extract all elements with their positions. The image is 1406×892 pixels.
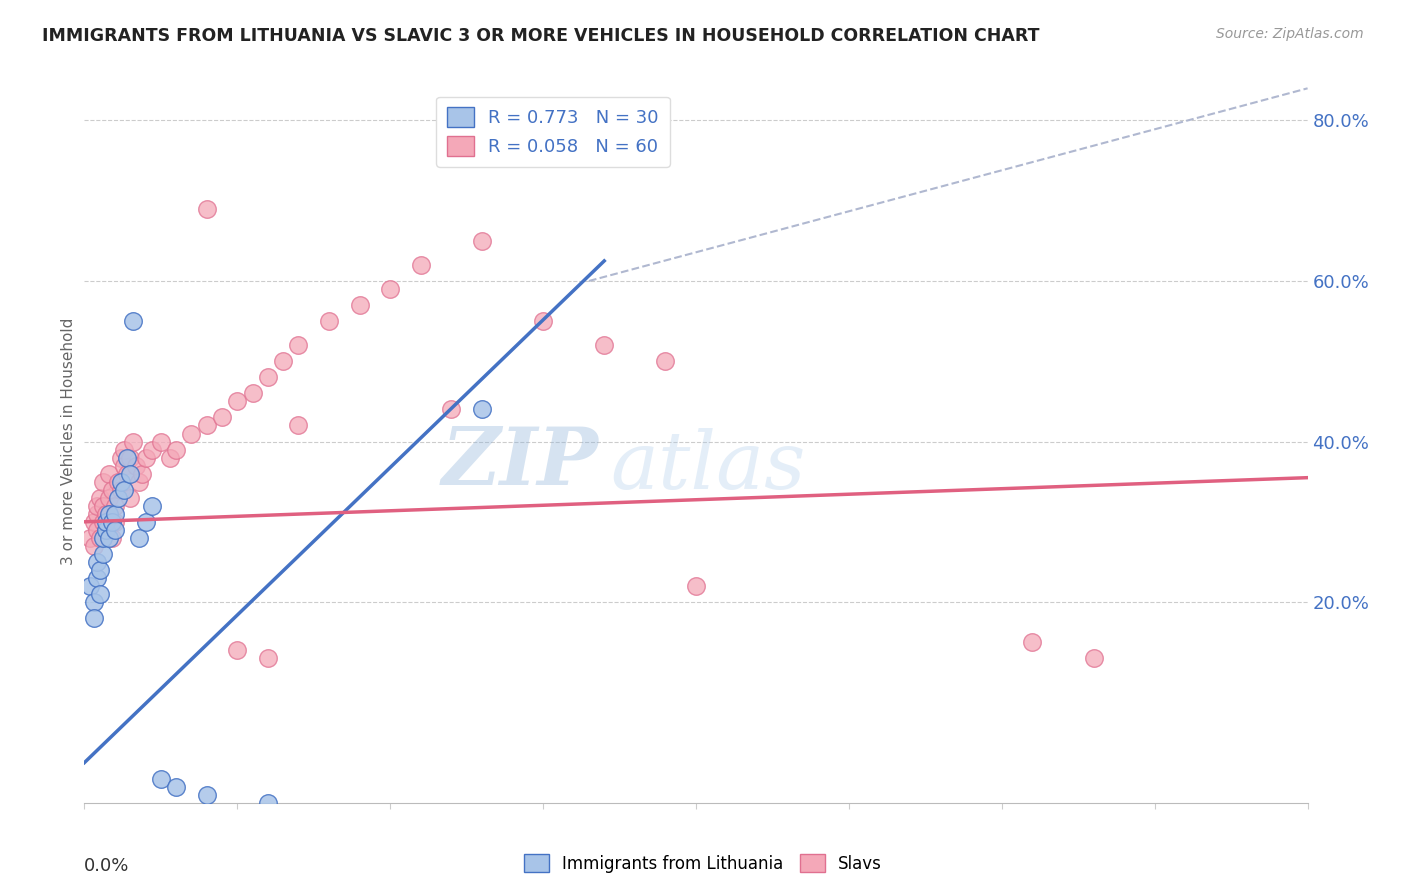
Point	[83, 539, 105, 553]
Point	[195, 788, 218, 802]
Point	[440, 402, 463, 417]
Point	[141, 442, 163, 457]
Legend: Immigrants from Lithuania, Slavs: Immigrants from Lithuania, Slavs	[517, 847, 889, 880]
Point	[104, 523, 127, 537]
Point	[257, 651, 280, 665]
Point	[128, 531, 150, 545]
Point	[89, 531, 111, 545]
Point	[115, 467, 138, 481]
Point	[94, 507, 117, 521]
Text: Source: ZipAtlas.com: Source: ZipAtlas.com	[1216, 27, 1364, 41]
Point	[83, 611, 105, 625]
Point	[94, 523, 117, 537]
Point	[115, 450, 138, 465]
Point	[79, 579, 101, 593]
Point	[112, 458, 135, 473]
Point	[97, 467, 120, 481]
Point	[110, 450, 132, 465]
Point	[1083, 651, 1105, 665]
Point	[97, 491, 120, 505]
Point	[97, 531, 120, 545]
Point	[104, 507, 127, 521]
Point	[107, 491, 129, 505]
Point	[86, 499, 108, 513]
Point	[226, 643, 249, 657]
Point	[91, 547, 114, 561]
Point	[91, 515, 114, 529]
Point	[91, 499, 114, 513]
Point	[86, 571, 108, 585]
Point	[318, 314, 340, 328]
Point	[180, 426, 202, 441]
Point	[531, 314, 554, 328]
Point	[83, 595, 105, 609]
Point	[141, 499, 163, 513]
Point	[165, 442, 187, 457]
Text: ZIP: ZIP	[441, 425, 598, 502]
Point	[112, 442, 135, 457]
Point	[159, 450, 181, 465]
Point	[86, 523, 108, 537]
Point	[242, 386, 264, 401]
Point	[94, 515, 117, 529]
Point	[471, 402, 494, 417]
Point	[380, 282, 402, 296]
Text: atlas: atlas	[610, 428, 806, 506]
Point	[101, 483, 124, 497]
Point	[1021, 635, 1043, 649]
Point	[125, 458, 148, 473]
Point	[122, 314, 145, 328]
Point	[149, 434, 172, 449]
Point	[89, 563, 111, 577]
Point	[120, 450, 142, 465]
Text: 0.0%: 0.0%	[84, 857, 129, 875]
Point	[101, 515, 124, 529]
Point	[593, 338, 616, 352]
Point	[79, 531, 101, 545]
Point	[104, 499, 127, 513]
Point	[131, 467, 153, 481]
Point	[287, 338, 309, 352]
Point	[257, 796, 280, 810]
Point	[685, 579, 707, 593]
Point	[149, 772, 172, 786]
Point	[128, 475, 150, 489]
Point	[83, 515, 105, 529]
Point	[120, 467, 142, 481]
Point	[94, 523, 117, 537]
Point	[135, 515, 157, 529]
Point	[195, 418, 218, 433]
Point	[91, 475, 114, 489]
Point	[122, 434, 145, 449]
Point	[120, 491, 142, 505]
Point	[107, 475, 129, 489]
Point	[89, 587, 111, 601]
Point	[654, 354, 676, 368]
Point	[287, 418, 309, 433]
Point	[226, 394, 249, 409]
Point	[211, 410, 233, 425]
Point	[86, 555, 108, 569]
Point	[101, 531, 124, 545]
Point	[86, 507, 108, 521]
Legend: R = 0.773   N = 30, R = 0.058   N = 60: R = 0.773 N = 30, R = 0.058 N = 60	[436, 96, 669, 167]
Point	[195, 202, 218, 216]
Point	[89, 491, 111, 505]
Point	[409, 258, 432, 272]
Point	[97, 507, 120, 521]
Point	[112, 483, 135, 497]
Point	[110, 475, 132, 489]
Point	[110, 483, 132, 497]
Point	[135, 450, 157, 465]
Point	[104, 515, 127, 529]
Point	[271, 354, 294, 368]
Text: IMMIGRANTS FROM LITHUANIA VS SLAVIC 3 OR MORE VEHICLES IN HOUSEHOLD CORRELATION : IMMIGRANTS FROM LITHUANIA VS SLAVIC 3 OR…	[42, 27, 1039, 45]
Point	[91, 531, 114, 545]
Y-axis label: 3 or more Vehicles in Household: 3 or more Vehicles in Household	[60, 318, 76, 566]
Point	[471, 234, 494, 248]
Point	[165, 780, 187, 794]
Point	[257, 370, 280, 384]
Point	[349, 298, 371, 312]
